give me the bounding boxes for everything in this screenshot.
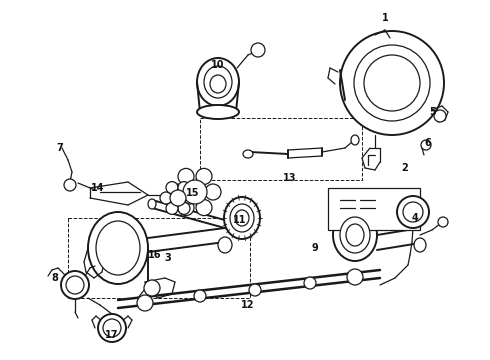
Ellipse shape	[351, 135, 359, 145]
Ellipse shape	[235, 210, 249, 226]
Text: 14: 14	[91, 183, 105, 193]
Bar	[200, 118, 362, 180]
Ellipse shape	[197, 58, 239, 106]
Circle shape	[205, 184, 221, 200]
Text: 4: 4	[412, 213, 418, 223]
Circle shape	[196, 199, 212, 216]
Ellipse shape	[204, 66, 232, 98]
Ellipse shape	[346, 224, 364, 246]
Ellipse shape	[218, 237, 232, 253]
Circle shape	[434, 110, 446, 122]
Circle shape	[251, 43, 265, 57]
Text: 5: 5	[430, 107, 437, 117]
Circle shape	[166, 202, 178, 215]
Circle shape	[137, 295, 153, 311]
Circle shape	[64, 179, 76, 191]
Text: 6: 6	[425, 138, 431, 148]
Circle shape	[170, 190, 186, 206]
Ellipse shape	[230, 204, 254, 232]
Ellipse shape	[88, 212, 148, 284]
Circle shape	[178, 168, 194, 184]
Text: 3: 3	[165, 253, 172, 263]
Ellipse shape	[333, 209, 377, 261]
Text: 8: 8	[51, 273, 58, 283]
Circle shape	[397, 196, 429, 228]
Circle shape	[160, 192, 172, 204]
Bar	[68, 218, 250, 298]
Ellipse shape	[148, 199, 156, 209]
Circle shape	[184, 192, 196, 204]
Circle shape	[183, 180, 207, 204]
Circle shape	[98, 314, 126, 342]
Text: 12: 12	[241, 300, 255, 310]
Circle shape	[438, 217, 448, 227]
Ellipse shape	[197, 105, 239, 119]
Circle shape	[354, 45, 430, 121]
Circle shape	[166, 181, 178, 194]
Text: 1: 1	[382, 13, 389, 23]
Text: 15: 15	[186, 188, 200, 198]
Ellipse shape	[210, 75, 226, 93]
Circle shape	[364, 55, 420, 111]
Circle shape	[194, 290, 206, 302]
Ellipse shape	[340, 217, 370, 253]
Ellipse shape	[96, 221, 140, 275]
Text: 7: 7	[57, 143, 63, 153]
Circle shape	[347, 269, 363, 285]
Circle shape	[144, 280, 160, 296]
Circle shape	[178, 181, 190, 194]
Text: 16: 16	[148, 250, 162, 260]
Circle shape	[304, 277, 316, 289]
Circle shape	[103, 319, 121, 337]
Circle shape	[178, 199, 194, 216]
Circle shape	[403, 202, 423, 222]
Circle shape	[249, 284, 261, 296]
Text: 11: 11	[233, 215, 247, 225]
Ellipse shape	[243, 150, 253, 158]
Circle shape	[421, 140, 431, 150]
Ellipse shape	[414, 238, 426, 252]
Circle shape	[340, 31, 444, 135]
Bar	[328, 188, 420, 230]
Ellipse shape	[224, 197, 260, 239]
Text: 13: 13	[283, 173, 297, 183]
Circle shape	[178, 202, 190, 215]
Circle shape	[196, 168, 212, 184]
Text: 17: 17	[105, 330, 119, 340]
Circle shape	[66, 276, 84, 294]
Text: 10: 10	[211, 60, 225, 70]
Circle shape	[61, 271, 89, 299]
Text: 2: 2	[402, 163, 408, 173]
Circle shape	[169, 184, 185, 200]
Text: 9: 9	[312, 243, 318, 253]
